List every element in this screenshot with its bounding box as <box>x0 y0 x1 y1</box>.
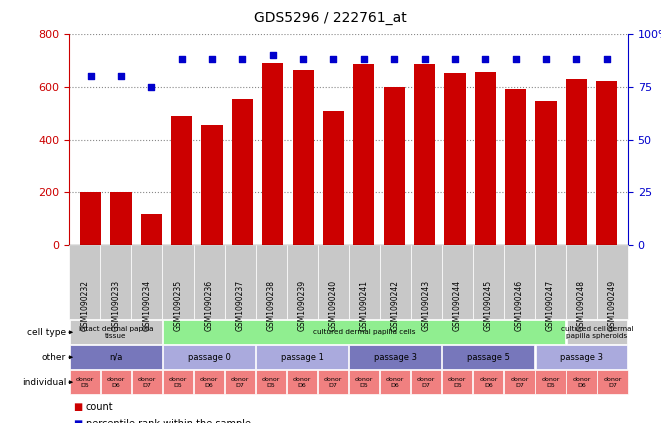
Text: count: count <box>86 402 114 412</box>
Text: GSM1090234: GSM1090234 <box>143 280 151 331</box>
Text: donor
D5: donor D5 <box>355 377 373 387</box>
Text: donor
D6: donor D6 <box>572 377 590 387</box>
Point <box>510 56 521 63</box>
Bar <box>505 89 526 245</box>
Bar <box>110 192 132 245</box>
Text: donor
D5: donor D5 <box>262 377 280 387</box>
Text: donor
D5: donor D5 <box>169 377 187 387</box>
Point <box>358 56 369 63</box>
Bar <box>323 110 344 245</box>
Text: GSM1090242: GSM1090242 <box>391 280 400 331</box>
Bar <box>596 81 617 245</box>
Point <box>480 56 490 63</box>
Bar <box>80 192 101 245</box>
Text: ■: ■ <box>73 402 82 412</box>
Text: donor
D7: donor D7 <box>324 377 342 387</box>
Text: passage 5: passage 5 <box>467 353 510 362</box>
Point <box>237 56 248 63</box>
Bar <box>566 79 587 245</box>
Text: GSM1090246: GSM1090246 <box>515 280 524 331</box>
Text: GSM1090247: GSM1090247 <box>546 280 555 331</box>
Bar <box>535 101 557 245</box>
Point <box>449 56 460 63</box>
Text: donor
D6: donor D6 <box>293 377 311 387</box>
Bar <box>293 69 314 245</box>
Text: ■: ■ <box>73 419 82 423</box>
Text: passage 1: passage 1 <box>281 353 324 362</box>
Text: GSM1090244: GSM1090244 <box>453 280 462 331</box>
Text: GSM1090239: GSM1090239 <box>297 280 307 331</box>
Point <box>176 56 187 63</box>
Text: donor
D7: donor D7 <box>417 377 436 387</box>
Text: intact dermal papilla
tissue: intact dermal papilla tissue <box>79 326 153 339</box>
Bar <box>232 99 253 245</box>
Text: GSM1090232: GSM1090232 <box>81 280 89 331</box>
Text: donor
D5: donor D5 <box>448 377 467 387</box>
Text: donor
D7: donor D7 <box>603 377 621 387</box>
Text: GSM1090238: GSM1090238 <box>266 280 276 331</box>
Text: GSM1090243: GSM1090243 <box>422 280 431 331</box>
Text: GSM1090248: GSM1090248 <box>577 280 586 331</box>
Text: passage 3: passage 3 <box>560 353 603 362</box>
Text: individual: individual <box>22 378 66 387</box>
Text: other: other <box>42 353 66 362</box>
Text: GSM1090241: GSM1090241 <box>360 280 369 331</box>
Bar <box>353 64 375 245</box>
Point <box>146 83 157 90</box>
Bar <box>383 87 405 245</box>
Bar <box>444 74 465 245</box>
Point <box>602 56 612 63</box>
Text: percentile rank within the sample: percentile rank within the sample <box>86 419 251 423</box>
Point <box>571 56 582 63</box>
Text: donor
D6: donor D6 <box>386 377 405 387</box>
Text: cultured dermal papilla cells: cultured dermal papilla cells <box>313 329 416 335</box>
Text: GSM1090249: GSM1090249 <box>608 280 617 331</box>
Text: cultured cell dermal
papilla spheroids: cultured cell dermal papilla spheroids <box>561 326 633 339</box>
Text: donor
D6: donor D6 <box>200 377 218 387</box>
Point <box>116 73 126 80</box>
Point <box>419 56 430 63</box>
Text: GSM1090245: GSM1090245 <box>484 280 493 331</box>
Bar <box>141 214 162 245</box>
Text: cell type: cell type <box>27 328 66 337</box>
Point <box>298 56 309 63</box>
Text: n/a: n/a <box>109 353 123 362</box>
Text: donor
D5: donor D5 <box>541 377 560 387</box>
Text: GSM1090236: GSM1090236 <box>204 280 214 331</box>
Point <box>329 56 339 63</box>
Bar <box>202 125 223 245</box>
Point <box>268 52 278 58</box>
Text: donor
D5: donor D5 <box>76 377 94 387</box>
Point <box>85 73 96 80</box>
Text: GDS5296 / 222761_at: GDS5296 / 222761_at <box>254 11 407 25</box>
Text: donor
D7: donor D7 <box>137 377 156 387</box>
Text: donor
D6: donor D6 <box>479 377 498 387</box>
Text: passage 3: passage 3 <box>373 353 416 362</box>
Text: GSM1090240: GSM1090240 <box>329 280 338 331</box>
Bar <box>475 72 496 245</box>
Bar <box>171 116 192 245</box>
Text: donor
D7: donor D7 <box>510 377 529 387</box>
Point <box>541 56 551 63</box>
Text: donor
D7: donor D7 <box>231 377 249 387</box>
Text: GSM1090237: GSM1090237 <box>235 280 245 331</box>
Bar <box>262 63 284 245</box>
Bar <box>414 64 435 245</box>
Text: GSM1090233: GSM1090233 <box>112 280 120 331</box>
Text: GSM1090235: GSM1090235 <box>173 280 182 331</box>
Point <box>389 56 399 63</box>
Text: passage 0: passage 0 <box>188 353 231 362</box>
Text: donor
D6: donor D6 <box>107 377 125 387</box>
Point <box>207 56 217 63</box>
